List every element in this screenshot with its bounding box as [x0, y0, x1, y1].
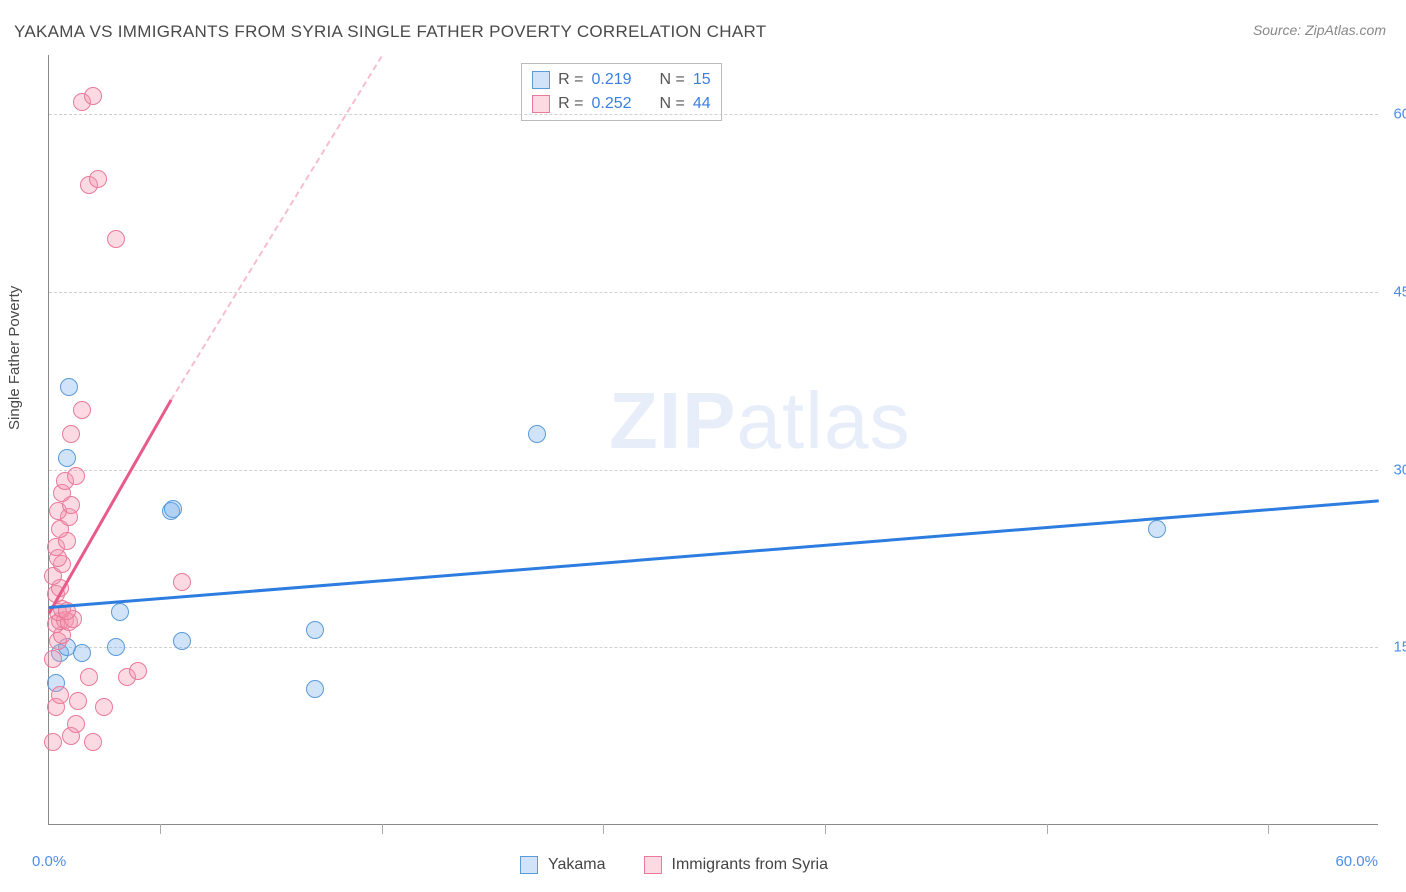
data-point: [1148, 520, 1166, 538]
x-tick: [160, 824, 161, 834]
gridline-horizontal: [49, 292, 1378, 293]
data-point: [67, 715, 85, 733]
source-attribution: Source: ZipAtlas.com: [1253, 22, 1386, 38]
x-tick: [1268, 824, 1269, 834]
x-tick: [603, 824, 604, 834]
data-point: [67, 467, 85, 485]
data-point: [306, 621, 324, 639]
legend-swatch: [520, 856, 538, 874]
legend: Yakama Immigrants from Syria: [520, 856, 856, 874]
chart-title: YAKAMA VS IMMIGRANTS FROM SYRIA SINGLE F…: [14, 22, 766, 42]
x-tick: [382, 824, 383, 834]
legend-label: Immigrants from Syria: [672, 856, 828, 874]
data-point: [173, 632, 191, 650]
stats-row: R = 0.252 N = 44: [532, 92, 710, 116]
gridline-horizontal: [49, 114, 1378, 115]
stat-n-value: 15: [693, 71, 711, 89]
legend-swatch: [532, 71, 550, 89]
stat-n-value: 44: [693, 95, 711, 113]
data-point: [84, 733, 102, 751]
data-point: [111, 603, 129, 621]
data-point: [73, 644, 91, 662]
data-point: [306, 680, 324, 698]
data-point: [173, 573, 191, 591]
data-point: [60, 378, 78, 396]
stat-r-label: R =: [558, 71, 583, 89]
data-point: [95, 698, 113, 716]
x-tick: [825, 824, 826, 834]
data-point: [44, 733, 62, 751]
stat-n-label: N =: [659, 95, 684, 113]
data-point: [62, 425, 80, 443]
plot-area: ZIPatlas R =0.219N =15R =0.252N =44 15.0…: [48, 55, 1378, 825]
data-point: [107, 230, 125, 248]
data-point: [51, 686, 69, 704]
y-tick-label: 30.0%: [1393, 461, 1406, 478]
trend-line: [49, 499, 1379, 609]
legend-swatch: [644, 856, 662, 874]
correlation-stats-box: R = 0.219 N = 15 R = 0.252 N = 44: [521, 63, 721, 121]
data-point: [44, 650, 62, 668]
y-tick-label: 60.0%: [1393, 106, 1406, 123]
y-tick-label: 15.0%: [1393, 639, 1406, 656]
data-point: [58, 449, 76, 467]
gridline-horizontal: [49, 470, 1378, 471]
watermark: ZIPatlas: [609, 375, 910, 467]
trend-line: [170, 55, 382, 400]
y-tick-label: 45.0%: [1393, 283, 1406, 300]
data-point: [73, 401, 91, 419]
chart-container: YAKAMA VS IMMIGRANTS FROM SYRIA SINGLE F…: [0, 0, 1406, 892]
data-point: [84, 87, 102, 105]
data-point: [164, 500, 182, 518]
y-axis-label: Single Father Poverty: [6, 286, 23, 430]
stats-row: R = 0.219 N = 15: [532, 68, 710, 92]
x-axis-max-label: 60.0%: [1335, 853, 1378, 870]
data-point: [69, 692, 87, 710]
data-point: [129, 662, 147, 680]
stat-r-value: 0.252: [591, 95, 641, 113]
stat-r-label: R =: [558, 95, 583, 113]
gridline-horizontal: [49, 647, 1378, 648]
data-point: [107, 638, 125, 656]
stat-n-label: N =: [659, 71, 684, 89]
data-point: [80, 668, 98, 686]
x-tick: [1047, 824, 1048, 834]
legend-swatch: [532, 95, 550, 113]
stat-r-value: 0.219: [591, 71, 641, 89]
data-point: [528, 425, 546, 443]
data-point: [89, 170, 107, 188]
legend-label: Yakama: [548, 856, 606, 874]
x-axis-origin-label: 0.0%: [32, 853, 66, 870]
